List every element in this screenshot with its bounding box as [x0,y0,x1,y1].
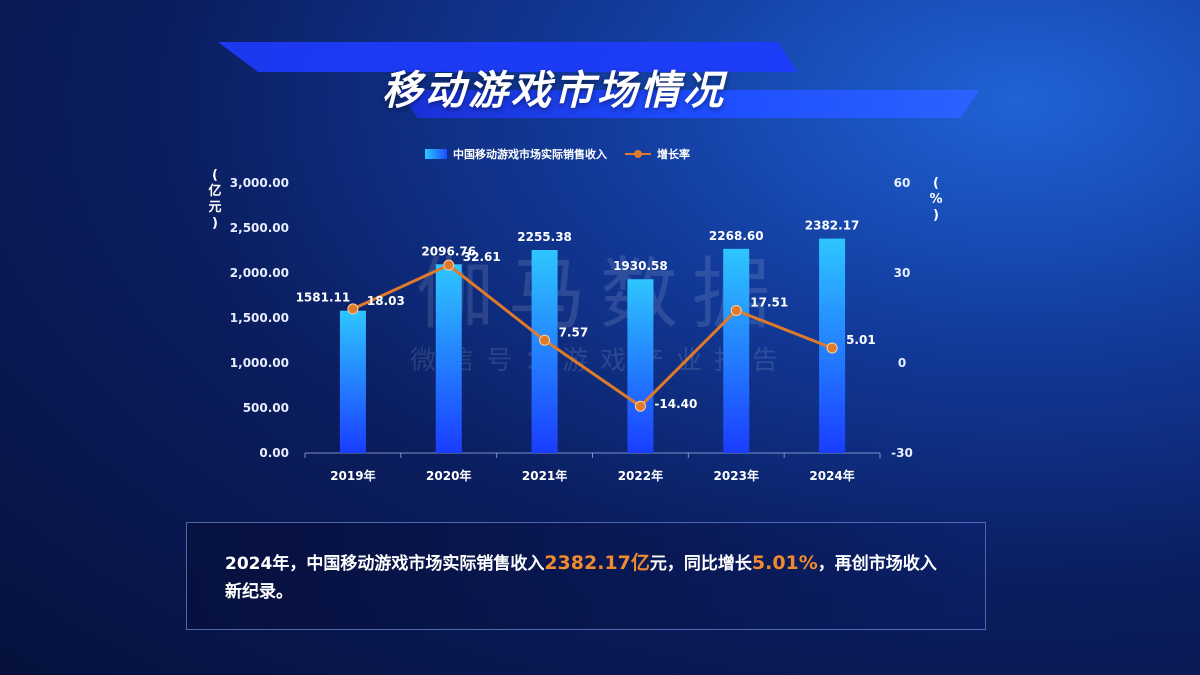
bar [723,248,750,453]
bar [531,250,558,453]
growth-value-label: 17.51 [750,295,788,309]
x-tick-label: 2020年 [426,468,471,483]
x-tick-label: 2022年 [618,468,663,483]
left-unit-char: 亿 [208,184,222,199]
left-unit-char: 元 [208,200,222,215]
summary-text: 2024年，中国移动游戏市场实际销售收入2382.17亿元，同比增长5.01%，… [225,549,945,606]
x-tick-label: 2019年 [330,468,375,483]
page-title: 移动游戏市场情况 [382,68,726,114]
growth-point [730,304,742,316]
bar-value-label: 2268.60 [709,229,764,243]
right-unit-char: % [929,192,943,207]
x-tick-label: 2023年 [714,468,759,483]
legend-label-revenue: 中国移动游戏市场实际销售收入 [453,148,607,161]
growth-line [352,263,833,408]
title-banner-shape [218,42,978,118]
legend-bar-swatch [425,149,447,159]
chart-legend: 中国移动游戏市场实际销售收入 增长率 [425,145,690,163]
y-left-tick-label: 500.00 [243,401,289,415]
y-left-tick-label: 1,500.00 [230,311,289,325]
growth-value-label: 7.57 [559,325,589,339]
summary-part3: ，再创市场收入新纪录。 [225,554,937,602]
growth-point [443,259,455,271]
bar-value-label: 2096.76 [421,244,476,258]
growth-point [347,303,359,315]
bar [435,264,462,453]
y-right-tick-label: 0 [898,356,906,370]
right-axis-unit: ( % ) [929,176,943,224]
growth-value-label: 18.03 [367,294,405,308]
growth-point [539,334,551,346]
legend-label-growth: 增长率 [657,148,690,161]
legend-item-revenue[interactable]: 中国移动游戏市场实际销售收入 [425,146,607,162]
bar [339,310,366,453]
y-left-tick-label: 3,000.00 [230,176,289,190]
left-axis-unit: ( 亿 元 ) [208,168,222,232]
y-left-tick-label: 1,000.00 [230,356,289,370]
summary-part1: 2024年，中国移动游戏市场实际销售收入 [225,554,545,574]
y-left-tick-label: 2,000.00 [230,266,289,280]
bar [627,279,654,453]
right-unit-char: ( [933,176,939,191]
left-unit-char: ( [212,168,218,183]
summary-box: 2024年，中国移动游戏市场实际销售收入2382.17亿元，同比增长5.01%，… [186,522,986,630]
bar-value-label: 2382.17 [805,219,860,233]
x-tick-label: 2024年 [809,468,854,483]
bar-value-label: 1930.58 [613,259,668,273]
legend-item-growth[interactable]: 增长率 [625,146,690,162]
y-right-tick-label: 30 [894,266,911,280]
summary-revenue-value: 2382.17亿 [544,552,650,574]
y-right-tick-label: 60 [894,176,911,190]
growth-value-label: 5.01 [846,333,876,347]
summary-growth-value: 5.01% [751,552,818,574]
y-left-tick-label: 0.00 [259,446,289,460]
growth-point [634,400,646,412]
y-right-tick-label: -30 [891,446,913,460]
bar-value-label: 1581.11 [296,291,351,305]
y-left-tick-label: 2,500.00 [230,221,289,235]
title-banner [218,42,978,118]
x-tick-label: 2021年 [522,468,567,483]
left-unit-char: ) [212,216,218,231]
right-unit-char: ) [933,208,939,223]
growth-point [826,342,838,354]
summary-part2: 元，同比增长 [649,554,752,574]
growth-value-label: 32.61 [463,250,501,264]
growth-value-label: -14.40 [654,397,697,411]
legend-line-swatch [625,149,651,159]
bar-value-label: 2255.38 [517,230,572,244]
